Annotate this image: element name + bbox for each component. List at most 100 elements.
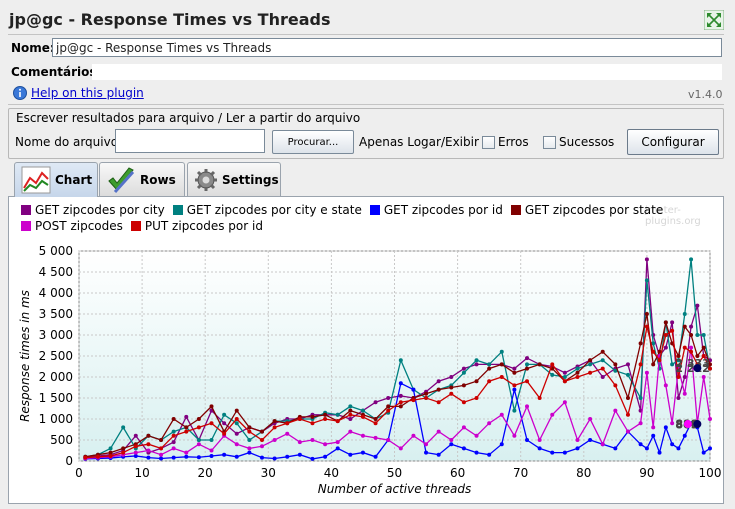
data-point: [525, 356, 530, 361]
data-point: [323, 442, 328, 447]
data-point: [651, 362, 656, 367]
data-point: [83, 455, 88, 460]
data-point: [285, 431, 290, 436]
data-point: [247, 438, 252, 442]
data-point: [588, 438, 593, 442]
legend-label: GET zipcodes por city: [35, 203, 165, 217]
y-tick-label: 4 000: [39, 286, 73, 300]
series-line: [85, 326, 711, 459]
data-point: [663, 333, 668, 337]
data-point: [682, 433, 687, 438]
data-point: [512, 433, 517, 438]
data-point: [562, 450, 567, 455]
gear-icon: [195, 168, 217, 191]
legend-swatch: [172, 205, 183, 215]
data-point: [436, 387, 441, 392]
data-point: [234, 421, 239, 426]
data-point: [537, 438, 542, 442]
data-point: [159, 456, 164, 461]
data-point: [272, 456, 277, 461]
data-point: [310, 414, 315, 419]
data-point: [259, 438, 264, 442]
tab-settings-label: Settings: [222, 172, 279, 187]
data-point: [133, 444, 138, 449]
chart-panel: jmeter-plugins.org GET zipcodes por city…: [8, 196, 724, 504]
x-tick-label: 70: [513, 466, 528, 480]
data-point: [695, 333, 700, 337]
checkmark-icon: [108, 166, 135, 193]
errors-checkbox[interactable]: [482, 136, 495, 149]
data-point: [670, 320, 675, 325]
data-point: [222, 421, 227, 426]
data-point: [657, 349, 662, 354]
file-name-label: Nome do arquivo: [15, 135, 119, 149]
tab-settings[interactable]: Settings: [187, 162, 281, 196]
data-point: [411, 433, 416, 438]
data-point: [259, 444, 264, 449]
data-point: [525, 438, 530, 442]
tab-rows[interactable]: Rows: [99, 162, 185, 196]
x-tick-label: 60: [450, 466, 465, 480]
data-point: [562, 370, 567, 375]
data-point: [398, 400, 403, 405]
data-point: [398, 404, 403, 409]
data-point: [449, 385, 454, 390]
data-point: [461, 366, 466, 371]
data-point: [398, 446, 403, 451]
data-point: [537, 362, 542, 367]
x-tick-label: 40: [324, 466, 339, 480]
data-point: [234, 442, 239, 447]
data-point: [373, 421, 378, 426]
data-point: [146, 442, 151, 447]
data-point: [436, 452, 441, 457]
legend-swatch: [510, 205, 521, 215]
success-checkbox[interactable]: [543, 136, 556, 149]
data-point: [310, 456, 315, 461]
data-point: [348, 408, 353, 413]
data-point: [209, 404, 214, 409]
data-point: [461, 400, 466, 405]
data-point: [146, 448, 151, 453]
x-tick-label: 10: [134, 466, 149, 480]
comments-label: Comentários:: [11, 65, 102, 79]
file-name-input[interactable]: [115, 129, 265, 153]
data-point: [146, 455, 151, 460]
end-value-label: 2 333: [675, 357, 709, 370]
data-point: [474, 433, 479, 438]
data-point: [499, 442, 504, 447]
only-log-label: Apenas Logar/Exibir: [359, 135, 479, 149]
legend-item: PUT zipcodes por id: [130, 219, 263, 233]
data-point: [222, 452, 227, 457]
data-point: [550, 362, 555, 367]
legend-item: GET zipcodes por city e state: [172, 203, 362, 217]
x-tick-label: 0: [75, 466, 83, 480]
data-point: [209, 438, 214, 442]
data-point: [310, 438, 315, 442]
tab-chart[interactable]: Chart: [14, 162, 98, 197]
legend-label: PUT zipcodes por id: [144, 219, 263, 233]
configure-button[interactable]: Configurar: [627, 129, 719, 155]
expand-arrows-icon[interactable]: [704, 10, 724, 30]
data-point: [259, 429, 264, 434]
tab-rows-label: Rows: [140, 172, 176, 187]
data-point: [625, 362, 630, 367]
data-point: [234, 417, 239, 421]
data-point: [562, 400, 567, 405]
browse-button[interactable]: Procurar...: [272, 130, 354, 154]
data-point: [297, 440, 302, 445]
help-link[interactable]: Help on this plugin: [31, 86, 144, 100]
data-point: [600, 358, 605, 363]
data-point: [259, 455, 264, 460]
name-field[interactable]: [52, 38, 722, 57]
data-point: [663, 425, 668, 430]
data-point: [682, 312, 687, 316]
data-point: [512, 383, 517, 388]
version-label: v1.4.0: [688, 88, 723, 101]
comments-field[interactable]: [92, 64, 722, 80]
data-point: [184, 450, 189, 455]
series-line: [85, 313, 711, 458]
data-point: [651, 433, 656, 438]
data-point: [550, 372, 555, 377]
data-point: [461, 425, 466, 430]
data-point: [272, 419, 277, 424]
